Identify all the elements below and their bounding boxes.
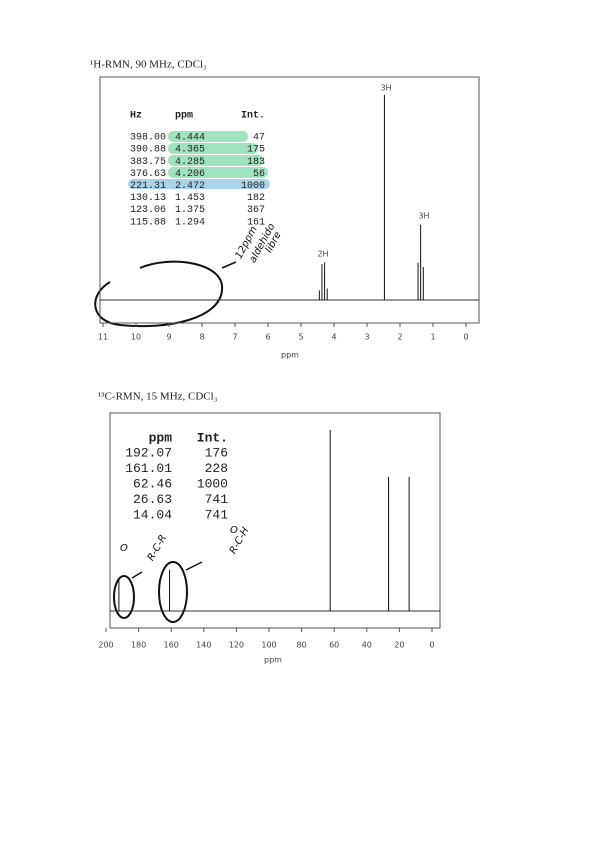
x-tick-label: 120 — [229, 641, 244, 650]
table-cell: 47 — [253, 133, 265, 144]
plot-frame — [109, 412, 441, 629]
table-cell: 1000 — [197, 476, 228, 491]
table-cell: 175 — [247, 145, 265, 156]
table-cell: 176 — [205, 445, 228, 460]
hand-circle — [158, 561, 188, 623]
x-tick-label: 1 — [430, 333, 435, 342]
table-cell: 228 — [205, 461, 228, 476]
table-cell: 1.375 — [175, 205, 205, 216]
hand-arrow — [131, 571, 143, 579]
table-cell: 390.88 — [130, 145, 166, 156]
hand-arrow — [185, 561, 203, 571]
table-cell: 1.294 — [175, 217, 205, 228]
table-cell: 383.75 — [130, 157, 166, 168]
table-cell: 161 — [247, 217, 265, 228]
x-tick-label: 9 — [166, 333, 171, 342]
table-cell: 26.63 — [133, 492, 172, 507]
x-tick-label: 100 — [261, 641, 276, 650]
x-tick-label: 140 — [196, 641, 211, 650]
table-cell: 1.453 — [175, 193, 205, 204]
table-cell: 4.365 — [175, 145, 205, 156]
x-tick-label: 10 — [131, 333, 141, 342]
x-tick-label: 160 — [164, 641, 179, 650]
table-cell: 221.31 — [130, 181, 166, 192]
table-cell: 130.13 — [130, 193, 166, 204]
x-tick-label: 4 — [331, 333, 336, 342]
x-tick-label: 2 — [397, 333, 402, 342]
x-tick-label: 7 — [232, 333, 237, 342]
x-tick-label: 40 — [362, 641, 372, 650]
highlight — [128, 179, 270, 189]
x-axis-label: ppm — [281, 351, 299, 360]
table-cell: 4.285 — [175, 157, 205, 168]
handwritten-note: O — [120, 543, 128, 554]
table-cell: 1000 — [241, 181, 265, 192]
table-cell: 62.46 — [133, 476, 172, 491]
table-cell: 183 — [247, 157, 265, 168]
x-tick-label: 20 — [394, 641, 404, 650]
highlight — [168, 155, 263, 166]
hand-circle — [113, 575, 135, 619]
hand-circle — [94, 260, 224, 328]
x-tick-label: 6 — [265, 333, 270, 342]
x-tick-label: 200 — [98, 641, 113, 650]
plot-frame — [99, 76, 480, 324]
x-tick-label: 0 — [463, 333, 468, 342]
peak-label: 3H — [380, 84, 391, 93]
table-cell: 741 — [205, 492, 229, 507]
x-tick-label: 80 — [297, 641, 307, 650]
x-axis-label: ppm — [264, 656, 282, 665]
handwritten-note: O — [230, 525, 238, 536]
table-cell: 123.06 — [130, 205, 166, 216]
table-cell: 182 — [247, 193, 265, 204]
highlight — [168, 167, 268, 178]
table-header: ppm — [149, 430, 173, 445]
table-cell: 161.01 — [125, 461, 172, 476]
table-header: Int. — [197, 430, 228, 445]
table-cell: 56 — [253, 169, 265, 180]
table-cell: 14.04 — [133, 507, 172, 522]
table-cell: 4.206 — [175, 169, 205, 180]
table-cell: 115.88 — [130, 217, 166, 228]
highlight — [168, 143, 258, 154]
table-header: ppm — [175, 111, 193, 122]
table-cell: 398.00 — [130, 133, 166, 144]
x-tick-label: 3 — [364, 333, 369, 342]
table-header: Int. — [241, 111, 265, 122]
x-tick-label: 0 — [429, 641, 434, 650]
peak-label: 3H — [418, 212, 429, 221]
x-tick-label: 5 — [298, 333, 303, 342]
table-cell: 2.472 — [175, 181, 205, 192]
table-cell: 192.07 — [125, 445, 172, 460]
table-cell: 367 — [247, 205, 265, 216]
table-cell: 741 — [205, 507, 229, 522]
table-cell: 4.444 — [175, 133, 205, 144]
highlight — [168, 131, 248, 142]
x-tick-label: 180 — [131, 641, 146, 650]
spectrum-title: ¹³C-RMN, 15 MHz, CDCl₃ — [98, 391, 218, 403]
peak-label: 2H — [317, 250, 328, 259]
x-tick-label: 8 — [199, 333, 204, 342]
hand-arrow — [221, 261, 237, 269]
x-tick-label: 11 — [98, 333, 108, 342]
table-cell: 376.63 — [130, 169, 166, 180]
x-tick-label: 60 — [329, 641, 339, 650]
table-header: Hz — [130, 111, 142, 122]
spectrum-title: ¹H-RMN, 90 MHz, CDCl₃ — [90, 59, 207, 71]
